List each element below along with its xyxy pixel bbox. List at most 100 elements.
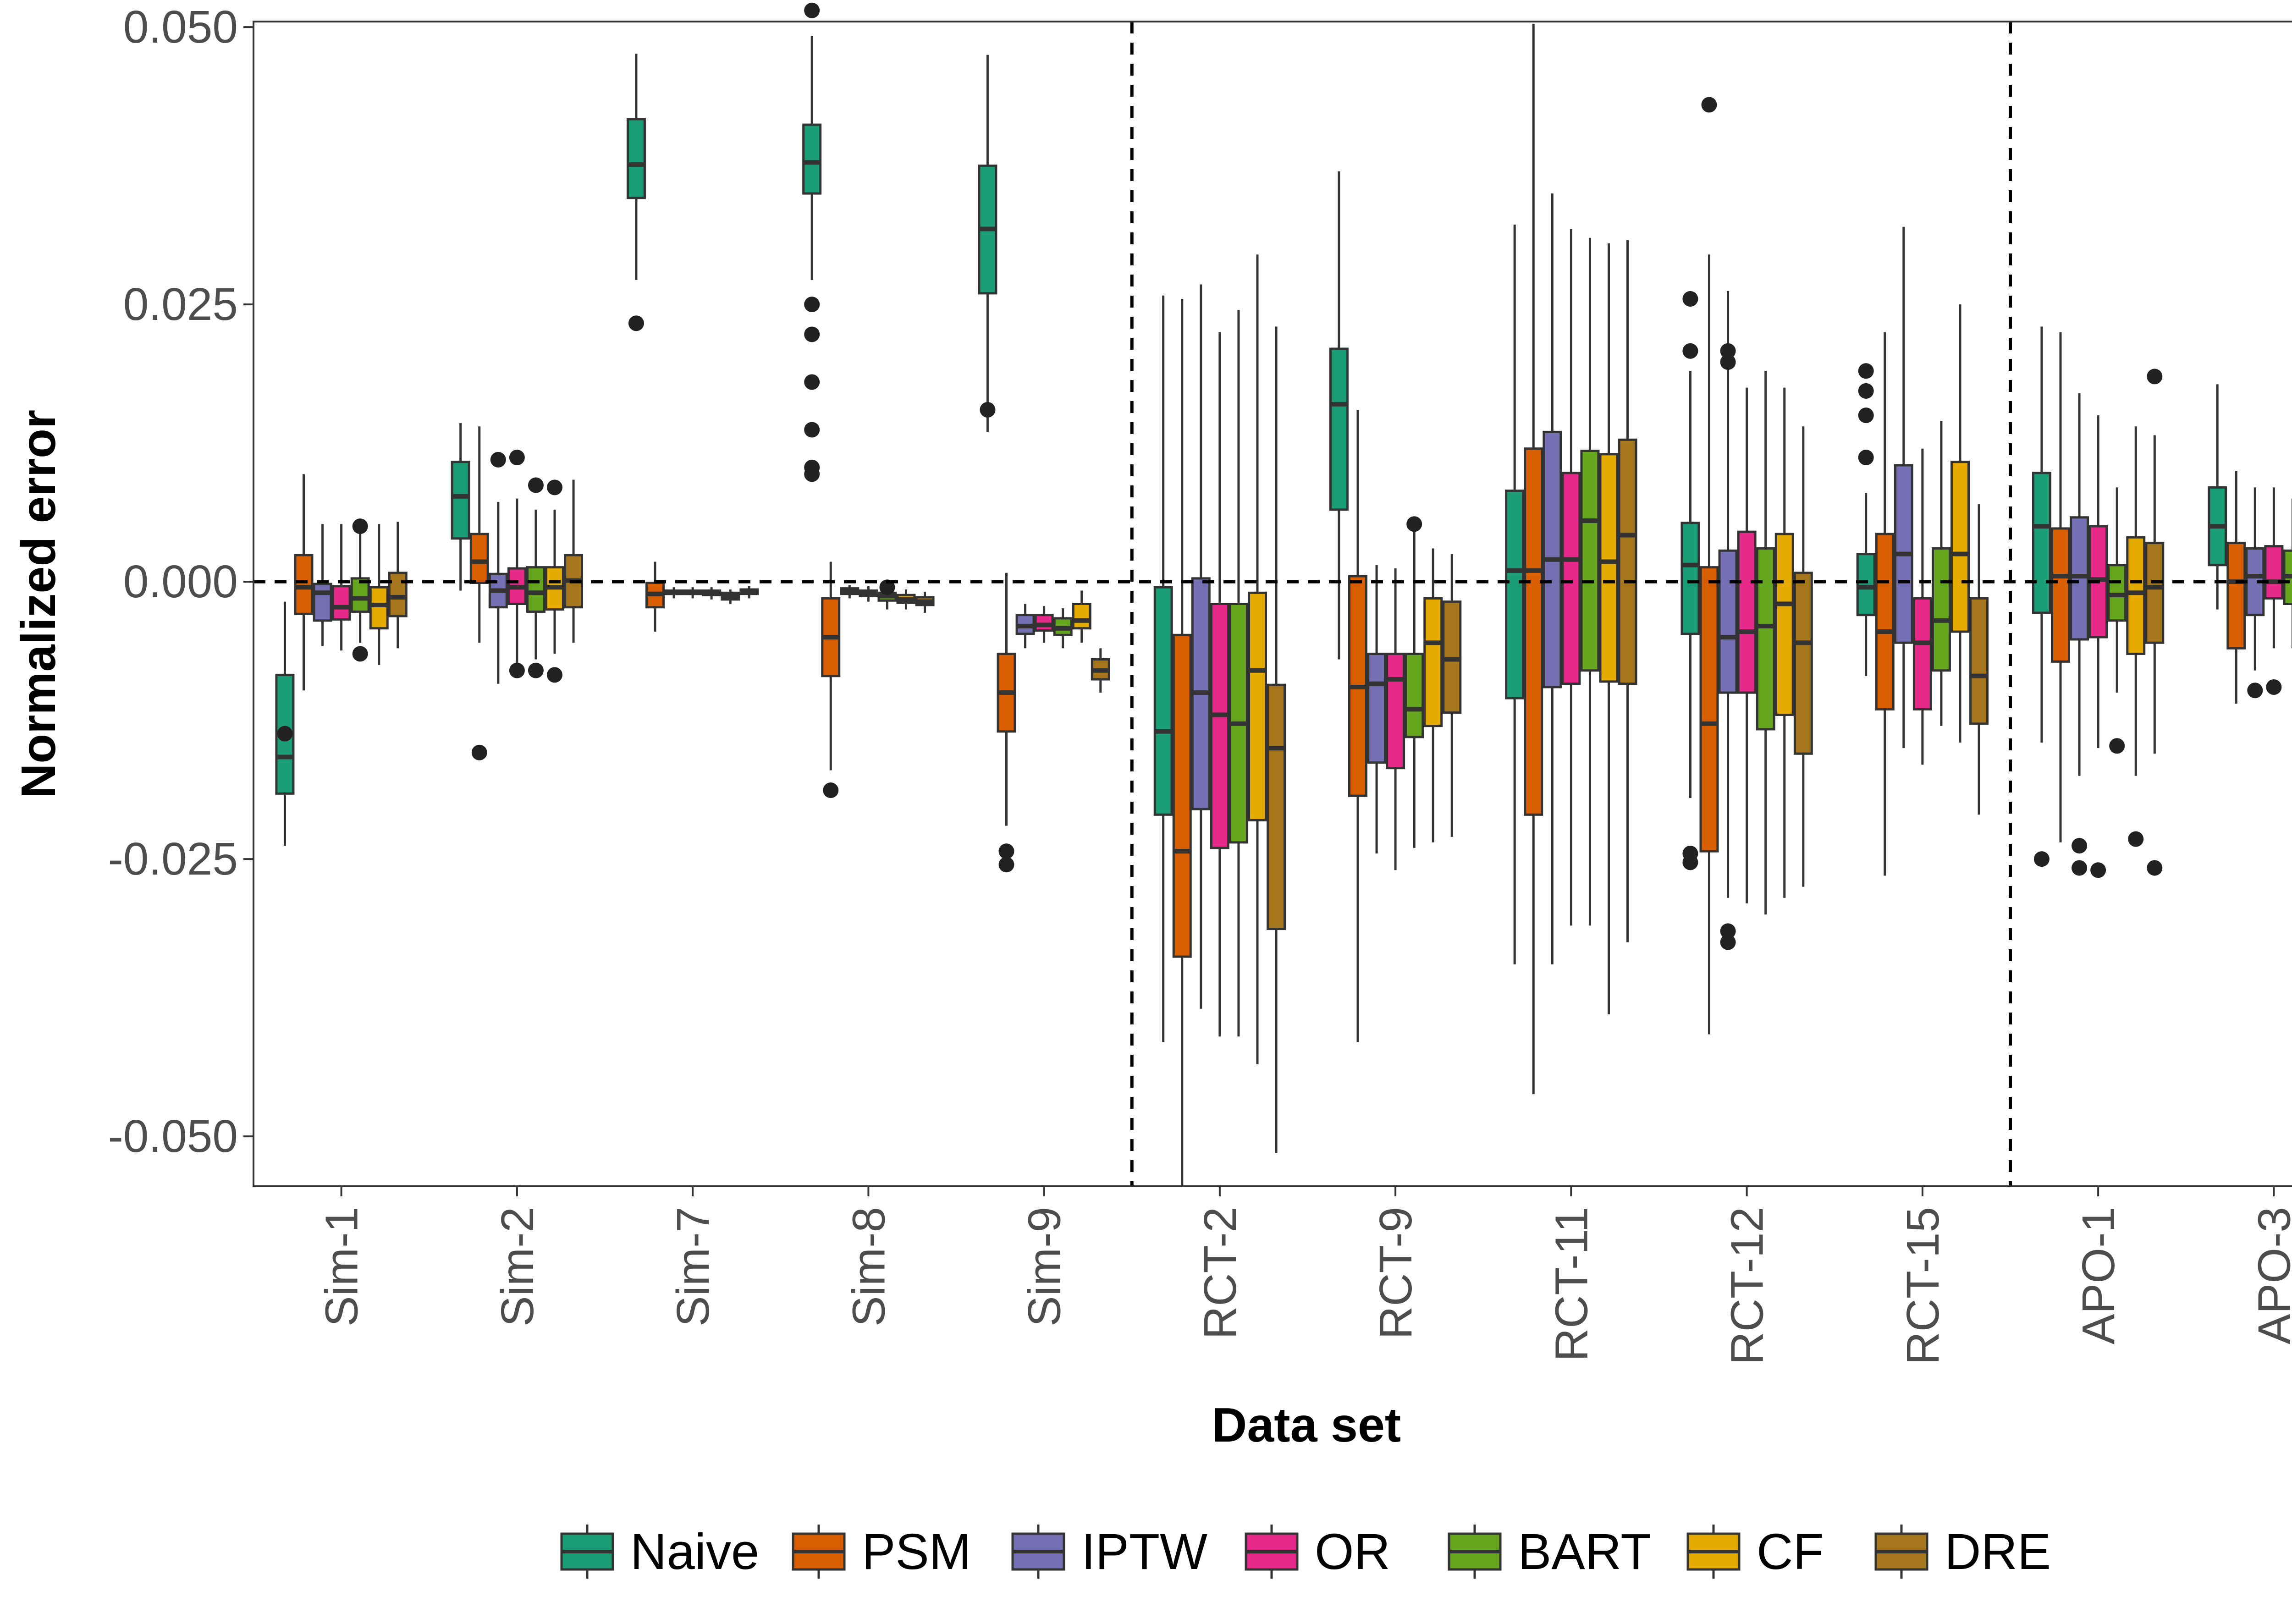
box-body [1405, 652, 1424, 738]
box-naive [626, 54, 646, 331]
y-tick-label: 0.025 [123, 279, 238, 330]
box-body [451, 461, 470, 540]
box-or [331, 524, 351, 651]
box-body [1072, 603, 1091, 630]
outlier-point [1720, 934, 1736, 950]
box-body [1580, 450, 1600, 672]
box-iptw [1367, 565, 1387, 853]
box-naive [1856, 363, 1876, 676]
box-naive [451, 423, 470, 591]
box-or [507, 450, 527, 678]
outlier-point [804, 326, 820, 342]
box-iptw [1015, 604, 1035, 649]
box-body [1793, 572, 1813, 755]
box-body [1737, 530, 1757, 694]
x-tick-label: RCT-2 [1195, 1207, 1246, 1339]
box-bart [1405, 516, 1424, 848]
box-body [1524, 447, 1543, 816]
box-psm [2051, 332, 2070, 842]
outlier-point [2147, 369, 2163, 385]
outlier-point [804, 466, 820, 482]
box-iptw [840, 585, 860, 599]
box-psm [1172, 299, 1192, 1186]
outlier-point [277, 726, 293, 742]
outlier-point [1406, 516, 1422, 532]
box-iptw [488, 451, 508, 684]
outlier-point [2109, 738, 2125, 754]
box-body [1153, 586, 1173, 816]
box-body [1561, 472, 1581, 685]
box-naive [275, 601, 295, 846]
x-axis-title: Data set [1212, 1398, 1401, 1452]
box-bart [350, 518, 370, 662]
box-body [331, 585, 351, 621]
y-tick-label: 0.050 [123, 1, 238, 53]
x-tick-label: Sim-1 [316, 1207, 368, 1327]
box-cf [1599, 243, 1619, 1014]
legend-item-psm: PSM [792, 1524, 971, 1580]
box-body [1718, 549, 1738, 694]
legend-item-bart: BART [1448, 1524, 1651, 1580]
box-body [1912, 597, 1932, 710]
box-psm [1875, 332, 1895, 876]
outlier-point [352, 646, 368, 662]
y-tick-label: -0.050 [108, 1111, 238, 1162]
outlier-point [980, 402, 996, 418]
box-dre [388, 522, 408, 649]
outlier-point [804, 297, 820, 313]
box-bart [877, 579, 897, 610]
y-tick-label: 0.000 [123, 556, 238, 607]
outlier-point [1858, 363, 1874, 379]
outlier-point [998, 843, 1014, 859]
box-body [1950, 461, 1970, 633]
box-body [1599, 453, 1619, 683]
legend-item-naive: Naive [560, 1524, 759, 1580]
outlier-point [352, 518, 368, 534]
box-dre [2145, 369, 2165, 876]
box-body [1329, 347, 1349, 511]
box-cf [1248, 254, 1267, 1064]
box-iptw [1718, 291, 1738, 950]
box-iptw [1894, 226, 1913, 749]
outlier-point [1720, 923, 1736, 939]
box-body [350, 577, 370, 613]
box-body [802, 123, 822, 195]
box-bart [1756, 371, 1775, 915]
outlier-point [1682, 291, 1698, 307]
outlier-point [2247, 683, 2263, 699]
box-or [1386, 568, 1405, 870]
box-body [2126, 536, 2146, 655]
box-iptw [2070, 393, 2089, 876]
x-tick-label: RCT-12 [1722, 1207, 1773, 1365]
box-body [2051, 527, 2070, 663]
box-cf [1950, 304, 1970, 743]
box-body [2264, 545, 2284, 600]
box-naive [1329, 171, 1349, 660]
box-iptw [664, 587, 684, 599]
box-body [1699, 566, 1719, 853]
box-dre [739, 586, 759, 599]
box-body [1367, 652, 1387, 764]
box-naive [1680, 291, 1700, 870]
outlier-point [547, 667, 562, 683]
legend-label: Naive [630, 1524, 759, 1580]
y-axis-title: Normalized error [11, 410, 66, 798]
box-dre [1618, 240, 1637, 942]
legend-item-dre: DRE [1874, 1524, 2051, 1580]
outlier-point [2072, 838, 2088, 854]
box-iptw [1543, 193, 1562, 964]
box-body [369, 586, 389, 630]
box-body [388, 572, 408, 617]
box-cf [369, 524, 389, 665]
outlier-point [528, 662, 544, 678]
box-naive [802, 2, 822, 482]
box-psm [1348, 410, 1367, 1042]
box-dre [1267, 326, 1286, 1153]
outlier-point [823, 782, 839, 798]
outlier-point [1858, 450, 1874, 466]
legend-label: IPTW [1081, 1524, 1207, 1580]
outlier-point [1858, 383, 1874, 399]
box-bart [526, 477, 545, 678]
